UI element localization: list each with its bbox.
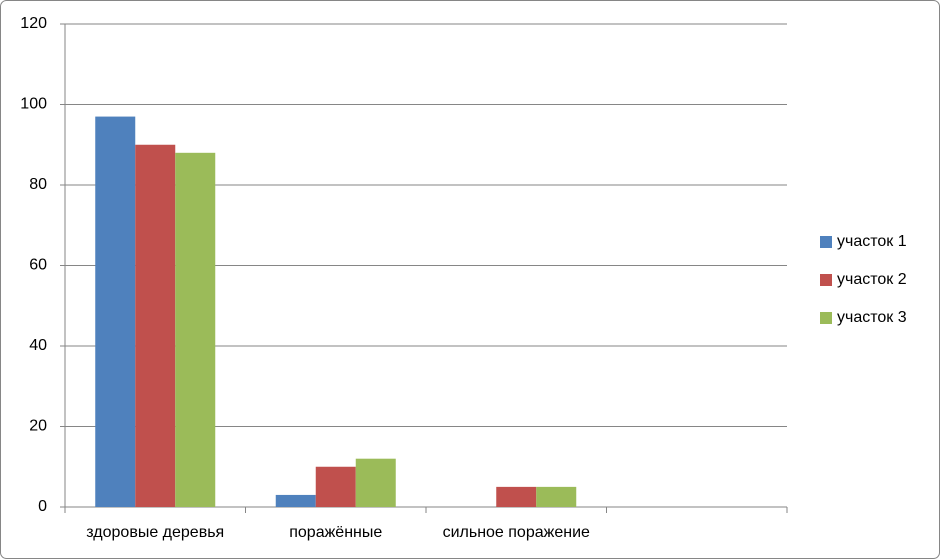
y-tick-label: 120 (20, 15, 47, 32)
legend-swatch (820, 312, 832, 324)
bar (175, 152, 216, 508)
bar (355, 458, 396, 507)
y-tick-label: 100 (20, 96, 47, 113)
legend-label: участок 2 (837, 271, 907, 288)
bar (536, 486, 577, 507)
x-tick-label: здоровые деревья (86, 524, 224, 541)
x-tick-label: поражённые (289, 524, 382, 541)
y-tick-label: 80 (29, 176, 47, 193)
y-tick-label: 0 (38, 498, 47, 515)
bar (496, 486, 537, 507)
legend-label: участок 1 (837, 233, 907, 250)
bar (275, 494, 316, 507)
y-tick-label: 20 (29, 418, 47, 435)
y-tick-label: 60 (29, 257, 47, 274)
bar (135, 144, 176, 507)
bar (315, 466, 356, 507)
bar (95, 116, 136, 507)
legend-swatch (820, 236, 832, 248)
legend-label: участок 3 (837, 309, 907, 326)
x-tick-label: сильное поражение (443, 524, 590, 541)
legend-swatch (820, 274, 832, 286)
y-tick-label: 40 (29, 337, 47, 354)
